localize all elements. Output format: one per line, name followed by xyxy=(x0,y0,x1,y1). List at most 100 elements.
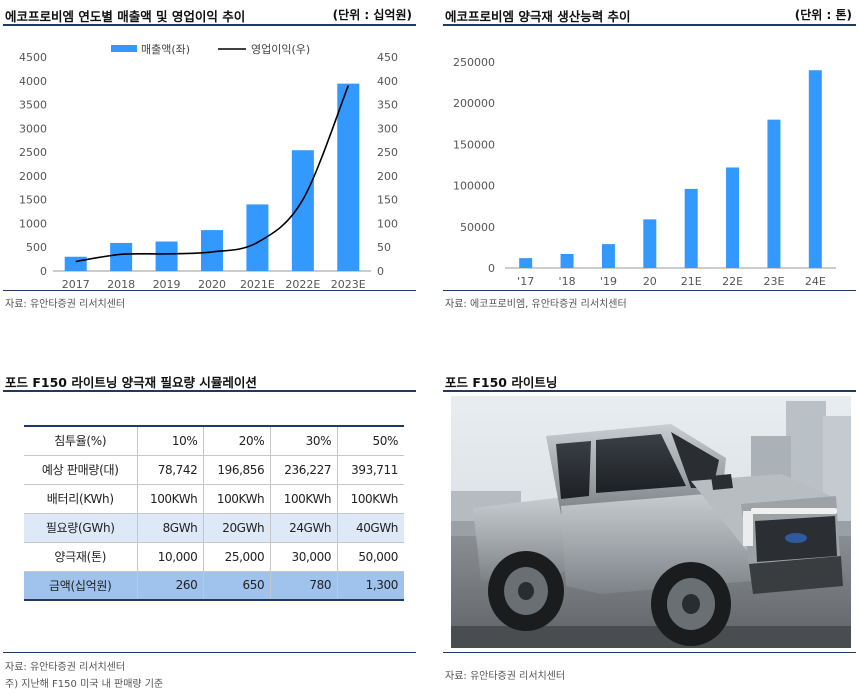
x-tick-label: 2018 xyxy=(107,278,135,290)
capacity-bar xyxy=(767,119,781,269)
revenue-chart-source: 자료: 유안타증권 리서치센터 xyxy=(5,299,126,310)
y-tick-label: 4500 xyxy=(19,51,47,64)
table-cell: 40GWh xyxy=(337,513,404,543)
revenue-bar xyxy=(246,204,269,271)
table-cell: 20GWh xyxy=(203,513,272,543)
table-cell: 260 xyxy=(137,571,205,601)
y-tick-label: 2000 xyxy=(19,170,47,183)
revenue-chart: 0 500 1000 1500 2000 2500 3000 3500 4000 4500 0 50 1… xyxy=(19,43,398,290)
y2-tick-label: 400 xyxy=(377,75,398,88)
table-row-label: 양극재(톤) xyxy=(24,542,138,572)
x-tick-label: 22E xyxy=(722,275,743,288)
table-cell: 10,000 xyxy=(137,542,205,572)
table-row: 필요량(GWh) 8GWh 20GWh 24GWh 40GWh xyxy=(24,513,404,543)
table-cell: 50,000 xyxy=(337,542,404,572)
pickup-truck-image xyxy=(451,396,851,648)
y2-tick-label: 100 xyxy=(377,217,398,230)
revenue-panel-header: 에코프로비엠 연도별 매출액 및 영업이익 추이 (단위 : 십억원) xyxy=(3,0,416,26)
table-cell: 100KWh xyxy=(137,484,205,514)
simulation-table-title: 포드 F150 라이트닝 양극재 필요량 시뮬레이션 xyxy=(5,375,257,390)
x-tick-label: 20 xyxy=(643,275,657,288)
table-row-label: 금액(십억원) xyxy=(24,571,138,601)
y-tick-label: 0 xyxy=(40,265,47,278)
table-cell: 30,000 xyxy=(270,542,339,572)
photo-title: 포드 F150 라이트닝 xyxy=(445,375,558,390)
table-cell: 1,300 xyxy=(337,571,404,601)
y-tick-label: 200000 xyxy=(453,97,495,110)
photo-panel: 포드 F150 라이트닝 xyxy=(443,366,856,392)
revenue-bar xyxy=(291,150,314,271)
y2-tick-label: 200 xyxy=(377,170,398,183)
simulation-panel: 포드 F150 라이트닝 양극재 필요량 시뮬레이션 xyxy=(3,366,416,392)
legend-swatch-revenue xyxy=(111,45,137,52)
x-tick-label: 2017 xyxy=(62,278,90,290)
revenue-bar xyxy=(337,83,360,272)
revenue-chart-title: 에코프로비엠 연도별 매출액 및 영업이익 추이 xyxy=(5,9,246,24)
x-tick-label: 2022E xyxy=(285,278,320,290)
revenue-bar xyxy=(110,242,133,271)
revenue-chart-unit: (단위 : 십억원) xyxy=(332,8,412,22)
table-cell: 100KWh xyxy=(203,484,272,514)
revenue-bar xyxy=(64,256,87,271)
x-tick-label: 24E xyxy=(805,275,826,288)
x-tick-label: 2020 xyxy=(198,278,226,290)
table-cell: 236,227 xyxy=(270,455,339,485)
x-tick-label: 23E xyxy=(763,275,784,288)
y-tick-label: 4000 xyxy=(19,75,47,88)
revenue-panel: 에코프로비엠 연도별 매출액 및 영업이익 추이 (단위 : 십억원) 0 500… xyxy=(3,0,416,315)
truck-photo xyxy=(451,396,851,648)
table-cell: 24GWh xyxy=(270,513,339,543)
capacity-chart-source: 자료: 에코프로비엠, 유안타증권 리서치센터 xyxy=(445,299,627,310)
table-header-cell: 50% xyxy=(337,425,404,456)
operating-profit-line xyxy=(75,85,350,263)
photo-source: 자료: 유안타증권 리서치센터 xyxy=(445,671,566,682)
capacity-panel-header: 에코프로비엠 양극재 생산능력 추이 (단위 : 톤) xyxy=(443,0,856,26)
y2-tick-label: 50 xyxy=(377,241,391,254)
legend-label-profit: 영업이익(우) xyxy=(251,43,310,56)
y-tick-label: 1500 xyxy=(19,194,47,207)
y2-tick-label: 300 xyxy=(377,122,398,135)
table-row: 양극재(톤) 10,000 25,000 30,000 50,000 xyxy=(24,542,404,572)
table-row: 예상 판매량(대) 78,742 196,856 236,227 393,711 xyxy=(24,455,404,485)
x-tick-label: 2019 xyxy=(153,278,181,290)
y2-tick-label: 0 xyxy=(377,265,384,278)
revenue-bar xyxy=(155,241,178,271)
simulation-table-source: 자료: 유안타증권 리서치센터 xyxy=(5,662,126,673)
table-row-label: 예상 판매량(대) xyxy=(24,455,138,485)
table-cell: 650 xyxy=(203,571,272,601)
capacity-bar xyxy=(601,244,615,268)
table-header-cell: 30% xyxy=(270,425,339,456)
capacity-chart-title: 에코프로비엠 양극재 생산능력 추이 xyxy=(445,9,631,24)
table-cell: 78,742 xyxy=(137,455,205,485)
simulation-table-note: 주) 지난해 F150 미국 내 판매량 기준 xyxy=(5,679,164,690)
y2-tick-label: 150 xyxy=(377,194,398,207)
y-tick-label: 3500 xyxy=(19,99,47,112)
y2-tick-label: 450 xyxy=(377,51,398,64)
x-tick-label: '18 xyxy=(559,275,576,288)
y-tick-label: 100000 xyxy=(453,180,495,193)
capacity-bar xyxy=(643,219,657,268)
table-header-cell: 10% xyxy=(137,425,205,456)
y-tick-label: 3000 xyxy=(19,122,47,135)
photo-panel-header: 포드 F150 라이트닝 xyxy=(443,366,856,392)
y2-tick-label: 250 xyxy=(377,146,398,159)
table-cell: 25,000 xyxy=(203,542,272,572)
capacity-bar xyxy=(560,253,574,268)
x-tick-label: '19 xyxy=(600,275,617,288)
y-tick-label: 1000 xyxy=(19,217,47,230)
capacity-chart-unit: (단위 : 톤) xyxy=(794,8,852,22)
legend-label-revenue: 매출액(좌) xyxy=(141,43,190,56)
simulation-table: 침투율(%) 10% 20% 30% 50% 예상 판매량(대) 78,742 … xyxy=(24,425,404,601)
y2-tick-label: 350 xyxy=(377,99,398,112)
capacity-bar xyxy=(519,258,533,268)
table-cell: 196,856 xyxy=(203,455,272,485)
simulation-panel-header: 포드 F150 라이트닝 양극재 필요량 시뮬레이션 xyxy=(3,366,416,392)
capacity-bar xyxy=(684,188,698,268)
x-tick-label: 2021E xyxy=(240,278,275,290)
y-tick-label: 250000 xyxy=(453,56,495,69)
y-tick-label: 500 xyxy=(26,241,47,254)
x-tick-label: 2023E xyxy=(331,278,366,290)
table-row: 배터리(KWh) 100KWh 100KWh 100KWh 100KWh xyxy=(24,484,404,514)
y-tick-label: 150000 xyxy=(453,138,495,151)
table-header-cell: 침투율(%) xyxy=(24,425,138,456)
